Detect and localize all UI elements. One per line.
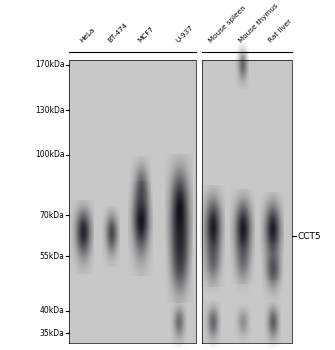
Text: BT-474: BT-474	[107, 22, 129, 44]
Text: 130kDa: 130kDa	[35, 106, 65, 115]
Bar	[69, 60, 196, 343]
Text: 55kDa: 55kDa	[40, 252, 65, 261]
Text: 170kDa: 170kDa	[35, 60, 65, 69]
Text: CCT5: CCT5	[297, 232, 321, 240]
Bar	[202, 60, 292, 343]
Text: 70kDa: 70kDa	[40, 211, 65, 220]
Text: 35kDa: 35kDa	[40, 329, 65, 338]
Text: Mouse thymus: Mouse thymus	[238, 2, 279, 44]
Text: 40kDa: 40kDa	[40, 306, 65, 315]
Text: HeLa: HeLa	[78, 27, 96, 44]
Text: MCF7: MCF7	[137, 26, 155, 44]
Text: Rat liver: Rat liver	[268, 18, 293, 44]
Text: 100kDa: 100kDa	[35, 150, 65, 159]
Text: Mouse spleen: Mouse spleen	[208, 5, 248, 44]
Text: U-937: U-937	[175, 24, 195, 44]
